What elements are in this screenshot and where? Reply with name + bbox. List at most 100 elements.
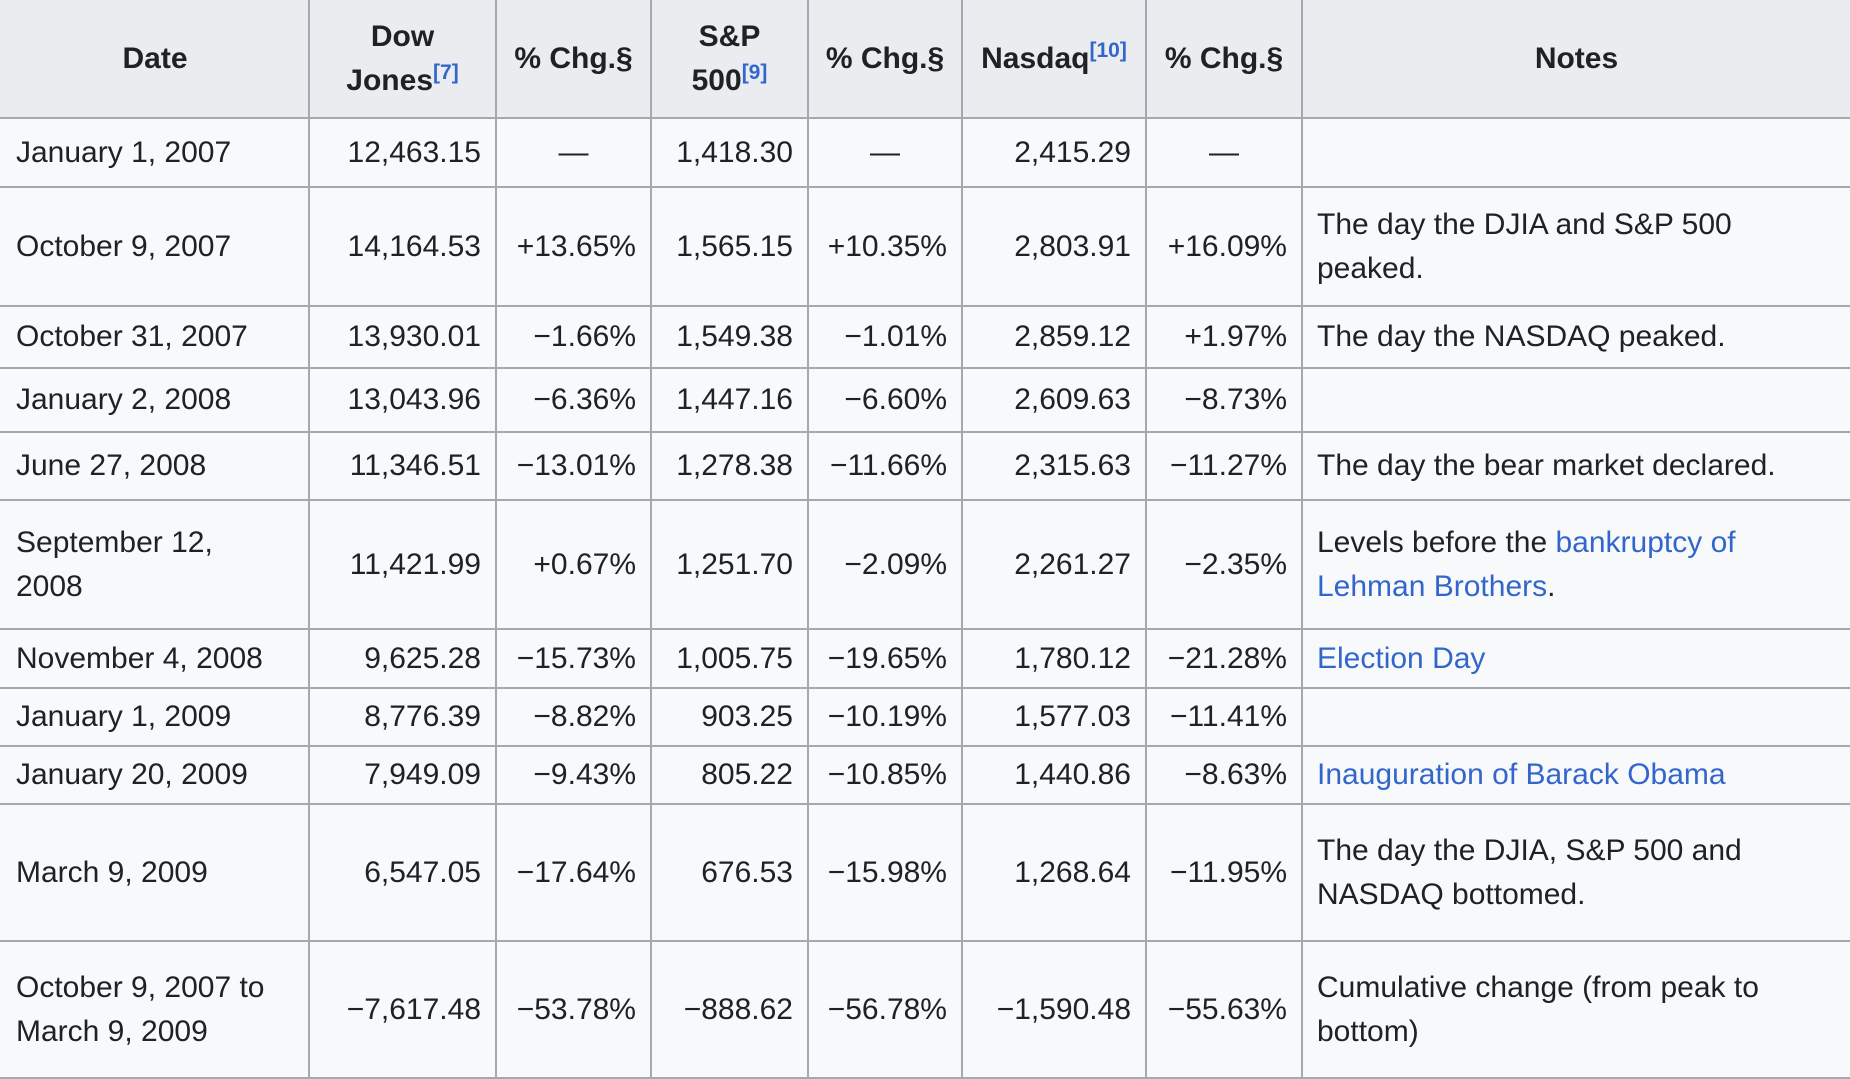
date-cell: October 31, 2007 bbox=[0, 305, 310, 369]
note-link[interactable]: Election Day bbox=[1317, 641, 1486, 675]
table-row: June 27, 2008 11,346.51 −13.01% 1,278.38… bbox=[0, 431, 1850, 501]
date-cell: June 27, 2008 bbox=[0, 431, 310, 501]
date-cell: March 9, 2009 bbox=[0, 803, 310, 942]
dow-value: 13,930.01 bbox=[308, 305, 497, 369]
date-cell: September 12, 2008 bbox=[0, 499, 310, 630]
dow-chg-value: −17.64% bbox=[495, 803, 652, 942]
date-cell: October 9, 2007 to March 9, 2009 bbox=[0, 940, 310, 1079]
ref-link-10[interactable]: [10] bbox=[1089, 38, 1127, 62]
sp500-value: 1,278.38 bbox=[650, 431, 809, 501]
ref-link-7[interactable]: [7] bbox=[433, 60, 459, 84]
dow-value: 8,776.39 bbox=[308, 687, 497, 747]
table-row: January 1, 2009 8,776.39 −8.82% 903.25 −… bbox=[0, 687, 1850, 747]
dow-value: 7,949.09 bbox=[308, 745, 497, 805]
dow-value: 12,463.15 bbox=[308, 117, 497, 188]
sp500-chg-value: −1.01% bbox=[807, 305, 963, 369]
sp500-value: 903.25 bbox=[650, 687, 809, 747]
nasdaq-chg-value: −21.28% bbox=[1145, 628, 1303, 689]
col-header-dow-chg: % Chg.§ bbox=[495, 0, 652, 119]
note-text: . bbox=[1547, 569, 1556, 603]
col-header-sp500: S&P 500[9] bbox=[650, 0, 809, 119]
note-text: The day the DJIA, S&P 500 and NASDAQ bot… bbox=[1317, 833, 1742, 911]
dow-chg-value: −8.82% bbox=[495, 687, 652, 747]
date-cell: October 9, 2007 bbox=[0, 186, 310, 307]
dow-value: 13,043.96 bbox=[308, 367, 497, 433]
note-link[interactable]: bankruptcy of Lehman Brothers bbox=[1317, 525, 1736, 603]
col-header-dow-chg-label: % Chg.§ bbox=[514, 41, 633, 75]
date-cell: January 1, 2009 bbox=[0, 687, 310, 747]
nasdaq-chg-value: — bbox=[1145, 117, 1303, 188]
sp500-chg-value: −6.60% bbox=[807, 367, 963, 433]
col-header-nasdaq-chg-label: % Chg.§ bbox=[1164, 41, 1284, 75]
header-row: Date Dow Jones[7] % Chg.§ S&P 500[9] % C… bbox=[0, 0, 1850, 119]
note-link[interactable]: Inauguration of Barack Obama bbox=[1317, 758, 1726, 791]
date-cell: January 2, 2008 bbox=[0, 367, 310, 433]
table-row: October 31, 2007 13,930.01 −1.66% 1,549.… bbox=[0, 305, 1850, 369]
col-header-sp500-chg: % Chg.§ bbox=[807, 0, 963, 119]
nasdaq-chg-value: −11.95% bbox=[1145, 803, 1303, 942]
col-header-nasdaq-label: Nasdaq bbox=[981, 41, 1090, 75]
date-cell: November 4, 2008 bbox=[0, 628, 310, 689]
table-row: March 9, 2009 6,547.05 −17.64% 676.53 −1… bbox=[0, 803, 1850, 942]
sp500-value: 1,565.15 bbox=[650, 186, 809, 307]
nasdaq-chg-value: +1.97% bbox=[1145, 305, 1303, 369]
date-cell: January 20, 2009 bbox=[0, 745, 310, 805]
sp500-value: 1,005.75 bbox=[650, 628, 809, 689]
notes-cell bbox=[1301, 117, 1850, 188]
notes-cell bbox=[1301, 687, 1850, 747]
dow-chg-value: −9.43% bbox=[495, 745, 652, 805]
notes-cell: Cumulative change (from peak to bottom) bbox=[1301, 940, 1850, 1079]
ref-link-9[interactable]: [9] bbox=[741, 60, 768, 84]
nasdaq-chg-value: −55.63% bbox=[1145, 940, 1303, 1079]
dow-chg-value: −15.73% bbox=[495, 628, 652, 689]
table-row: October 9, 2007 to March 9, 2009 −7,617.… bbox=[0, 940, 1850, 1079]
col-header-notes: Notes bbox=[1301, 0, 1850, 119]
col-header-nasdaq-chg: % Chg.§ bbox=[1145, 0, 1303, 119]
col-header-dow-jones: Dow Jones[7] bbox=[308, 0, 497, 119]
nasdaq-value: 2,315.63 bbox=[961, 431, 1147, 501]
dow-value: −7,617.48 bbox=[308, 940, 497, 1079]
sp500-value: 676.53 bbox=[650, 803, 809, 942]
col-header-notes-label: Notes bbox=[1534, 41, 1619, 75]
sp500-value: −888.62 bbox=[650, 940, 809, 1079]
dow-chg-value: +13.65% bbox=[495, 186, 652, 307]
table-row: September 12, 2008 11,421.99 +0.67% 1,25… bbox=[0, 499, 1850, 630]
dow-value: 11,421.99 bbox=[308, 499, 497, 630]
notes-cell: The day the DJIA and S&P 500 peaked. bbox=[1301, 186, 1850, 307]
notes-cell: Inauguration of Barack Obama bbox=[1301, 745, 1850, 805]
nasdaq-value: 2,261.27 bbox=[961, 499, 1147, 630]
nasdaq-chg-value: +16.09% bbox=[1145, 186, 1303, 307]
dow-value: 11,346.51 bbox=[308, 431, 497, 501]
note-text: The day the DJIA and S&P 500 peaked. bbox=[1317, 207, 1732, 285]
note-text: Cumulative change (from peak to bottom) bbox=[1317, 970, 1759, 1048]
nasdaq-chg-value: −11.27% bbox=[1145, 431, 1303, 501]
sp500-value: 1,447.16 bbox=[650, 367, 809, 433]
sp500-chg-value: −10.85% bbox=[807, 745, 963, 805]
note-text: The day the bear market declared. bbox=[1317, 449, 1776, 482]
nasdaq-chg-value: −11.41% bbox=[1145, 687, 1303, 747]
sp500-value: 805.22 bbox=[650, 745, 809, 805]
notes-cell bbox=[1301, 367, 1850, 433]
sp500-value: 1,418.30 bbox=[650, 117, 809, 188]
sp500-chg-value: +10.35% bbox=[807, 186, 963, 307]
col-header-sp500-chg-label: % Chg.§ bbox=[825, 41, 945, 75]
nasdaq-chg-value: −8.63% bbox=[1145, 745, 1303, 805]
nasdaq-value: 1,780.12 bbox=[961, 628, 1147, 689]
table-row: January 2, 2008 13,043.96 −6.36% 1,447.1… bbox=[0, 367, 1850, 433]
sp500-chg-value: −19.65% bbox=[807, 628, 963, 689]
sp500-chg-value: — bbox=[807, 117, 963, 188]
notes-cell: The day the NASDAQ peaked. bbox=[1301, 305, 1850, 369]
notes-cell: The day the DJIA, S&P 500 and NASDAQ bot… bbox=[1301, 803, 1850, 942]
nasdaq-chg-value: −8.73% bbox=[1145, 367, 1303, 433]
dow-chg-value: −53.78% bbox=[495, 940, 652, 1079]
nasdaq-value: 1,440.86 bbox=[961, 745, 1147, 805]
nasdaq-value: 2,609.63 bbox=[961, 367, 1147, 433]
dow-chg-value: −13.01% bbox=[495, 431, 652, 501]
sp500-value: 1,549.38 bbox=[650, 305, 809, 369]
sp500-chg-value: −10.19% bbox=[807, 687, 963, 747]
notes-cell: Levels before the bankruptcy of Lehman B… bbox=[1301, 499, 1850, 630]
col-header-date-label: Date bbox=[122, 41, 188, 75]
dow-chg-value: −6.36% bbox=[495, 367, 652, 433]
dow-chg-value: −1.66% bbox=[495, 305, 652, 369]
